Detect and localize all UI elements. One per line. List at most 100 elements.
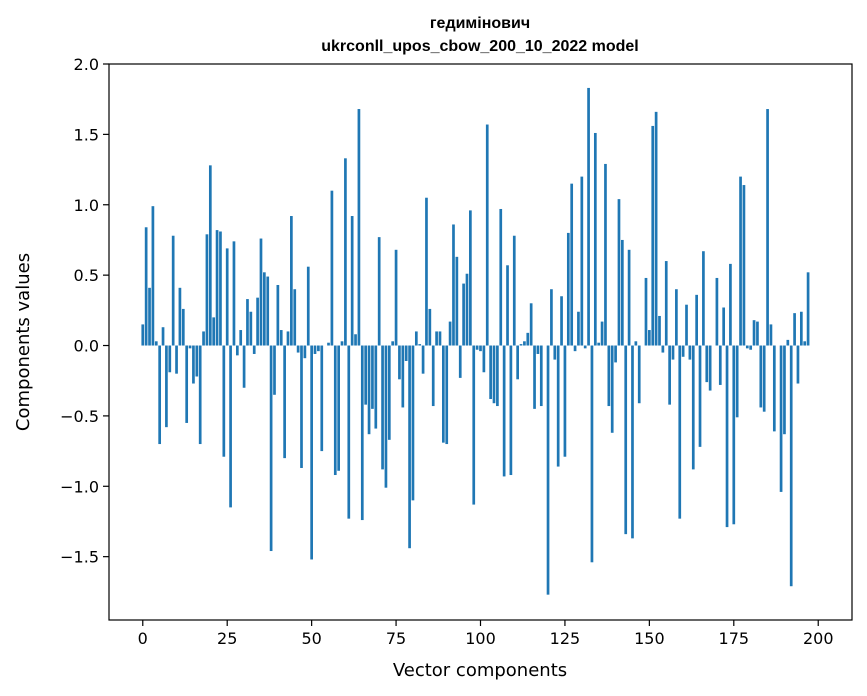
bar-100 — [479, 345, 482, 352]
bar-22 — [215, 230, 219, 346]
y-tick-label-6: 1.5 — [74, 125, 99, 144]
bar-78 — [404, 345, 408, 361]
bar-0 — [141, 324, 145, 346]
bar-104 — [492, 345, 496, 404]
bar-126 — [566, 232, 570, 346]
bar-130 — [580, 176, 584, 346]
bar-166 — [702, 251, 705, 346]
bar-159 — [678, 345, 682, 519]
bar-63 — [354, 334, 357, 346]
x-tick-label-150: 150 — [634, 629, 665, 648]
bar-173 — [725, 345, 729, 528]
bar-124 — [560, 296, 563, 346]
bar-71 — [381, 345, 384, 470]
bar-172 — [722, 307, 726, 346]
bar-151 — [651, 125, 655, 346]
bar-140 — [614, 345, 617, 363]
bar-110 — [512, 235, 516, 346]
bar-45 — [293, 289, 297, 346]
y-tick-label-7: 2.0 — [74, 55, 99, 74]
bar-162 — [688, 345, 692, 360]
x-tick-label-0: 0 — [138, 629, 148, 648]
bar-195 — [799, 311, 803, 346]
bar-17 — [198, 345, 202, 445]
bar-11 — [178, 287, 182, 346]
bar-18 — [202, 331, 205, 346]
x-tick-label-50: 50 — [301, 629, 321, 648]
bar-20 — [208, 165, 212, 346]
bar-88 — [438, 331, 442, 346]
bar-192 — [789, 345, 793, 587]
bar-183 — [759, 345, 763, 408]
bar-132 — [587, 87, 590, 346]
bar-146 — [634, 341, 638, 346]
bar-64 — [357, 109, 361, 346]
bar-180 — [749, 345, 753, 350]
bar-176 — [735, 345, 739, 418]
bar-28 — [235, 345, 239, 356]
bar-103 — [489, 345, 492, 400]
bar-80 — [411, 345, 415, 501]
bar-68 — [371, 345, 374, 409]
bar-127 — [570, 183, 574, 346]
bar-137 — [604, 163, 607, 346]
bar-2 — [148, 287, 151, 346]
bar-95 — [462, 283, 465, 346]
bar-187 — [772, 345, 776, 432]
bar-60 — [344, 158, 347, 346]
bar-131 — [583, 345, 587, 349]
bar-128 — [573, 345, 577, 352]
bar-138 — [607, 345, 611, 407]
bar-129 — [577, 311, 580, 346]
bar-170 — [715, 277, 719, 346]
bar-185 — [766, 109, 769, 346]
bar-179 — [745, 345, 749, 349]
bar-193 — [793, 313, 796, 346]
bar-62 — [350, 216, 354, 346]
bar-86 — [431, 345, 435, 407]
bar-32 — [249, 311, 253, 346]
bar-135 — [597, 342, 601, 346]
bar-94 — [458, 345, 462, 378]
bar-99 — [475, 345, 479, 350]
bar-96 — [465, 273, 469, 346]
bar-141 — [617, 199, 621, 346]
y-tick-label-5: 1.0 — [74, 196, 99, 215]
bar-114 — [526, 332, 530, 346]
bar-1 — [144, 227, 148, 346]
bar-79 — [408, 345, 411, 549]
bar-7 — [165, 345, 168, 428]
bar-53 — [320, 345, 324, 452]
bar-109 — [509, 345, 513, 476]
bar-136 — [600, 321, 604, 346]
bar-29 — [239, 330, 243, 346]
bar-117 — [536, 345, 540, 354]
bar-70 — [377, 237, 381, 346]
bar-26 — [229, 345, 232, 508]
bar-58 — [337, 345, 340, 471]
bar-145 — [631, 345, 634, 539]
plot-frame — [108, 63, 853, 621]
bar-182 — [756, 321, 759, 346]
bar-142 — [620, 239, 624, 346]
bar-4 — [154, 341, 158, 346]
bar-115 — [529, 303, 533, 346]
bar-154 — [661, 345, 665, 353]
bar-41 — [279, 330, 283, 346]
y-tick-label-4: 0.5 — [74, 266, 99, 285]
bar-21 — [212, 317, 216, 346]
bar-112 — [519, 344, 523, 346]
bar-83 — [421, 345, 425, 374]
x-tick-label-200: 200 — [803, 629, 834, 648]
bar-67 — [367, 345, 371, 435]
bar-57 — [333, 345, 337, 476]
bar-123 — [556, 345, 560, 467]
bar-89 — [442, 345, 445, 443]
bar-194 — [796, 345, 800, 384]
y-axis-label: Components values — [13, 253, 34, 431]
bar-16 — [195, 345, 199, 377]
bar-42 — [283, 345, 286, 459]
bar-8 — [168, 345, 172, 373]
y-tick-label-0: −1.5 — [60, 548, 99, 567]
